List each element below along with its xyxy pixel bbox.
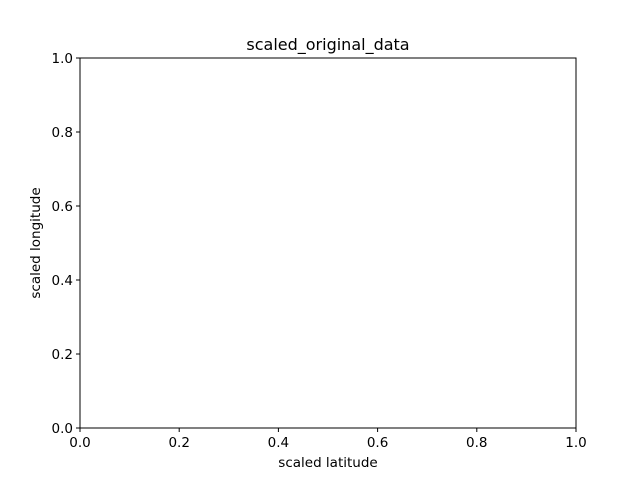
x-tick-label: 0.8 <box>466 435 487 451</box>
chart-title: scaled_original_data <box>246 35 409 55</box>
x-tick-label: 0.0 <box>69 435 90 451</box>
y-tick-label: 0.4 <box>52 273 73 289</box>
y-axis-label: scaled longitude <box>28 187 44 298</box>
x-tick-label: 1.0 <box>565 435 586 451</box>
y-tick-label: 0.2 <box>52 347 73 363</box>
x-tick-label: 0.6 <box>367 435 388 451</box>
x-tick-label: 0.4 <box>268 435 289 451</box>
y-tick-label: 0.0 <box>52 421 73 437</box>
y-tick-label: 0.6 <box>52 199 73 215</box>
x-axis-label: scaled latitude <box>278 455 377 471</box>
y-tick-label: 0.8 <box>52 125 73 141</box>
x-tick-label: 0.2 <box>168 435 189 451</box>
plot-area-frame <box>79 57 577 429</box>
y-axis-ticks: 0.0 0.2 0.4 0.6 0.8 1.0 <box>52 51 80 437</box>
y-tick-label: 1.0 <box>52 51 73 67</box>
x-axis-ticks: 0.0 0.2 0.4 0.6 0.8 1.0 <box>69 428 587 451</box>
